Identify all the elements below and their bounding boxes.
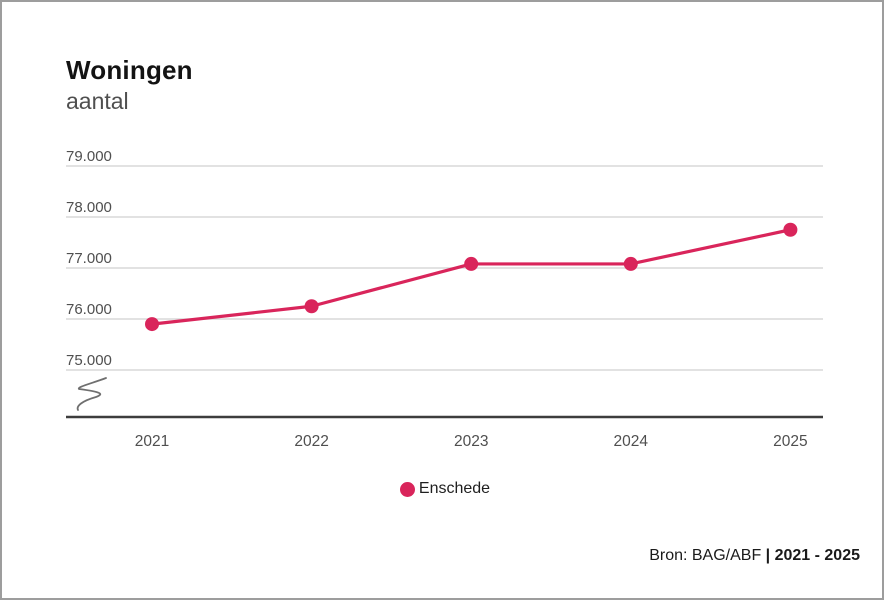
x-tick-label: 2025 bbox=[773, 433, 807, 450]
data-point[interactable] bbox=[145, 317, 159, 332]
legend-item-enschede[interactable]: Enschede bbox=[399, 480, 491, 498]
chart-header: Woningen aantal bbox=[66, 55, 193, 114]
source-period: | 2021 - 2025 bbox=[765, 547, 860, 564]
legend-label: Enschede bbox=[418, 480, 491, 497]
line-chart: 75.000 76.000 77.000 78.000 79.000 2021 2022 20… bbox=[66, 142, 824, 462]
y-tick-label: 77.000 bbox=[66, 250, 112, 267]
y-tick-label: 76.000 bbox=[66, 301, 112, 318]
legend-marker-icon bbox=[399, 481, 415, 497]
data-point[interactable] bbox=[623, 256, 638, 271]
chart-legend: Enschede bbox=[66, 480, 824, 498]
source-note: Bron: BAG/ABF | 2021 - 2025 bbox=[649, 547, 860, 565]
x-tick-label: 2022 bbox=[294, 433, 328, 450]
x-tick-label: 2021 bbox=[135, 433, 169, 450]
chart-title: Woningen bbox=[66, 55, 193, 85]
line-chart-canvas: 75.000 76.000 77.000 78.000 79.000 2021 2022 20… bbox=[66, 148, 823, 450]
y-tick-label: 79.000 bbox=[66, 148, 112, 165]
data-point[interactable] bbox=[783, 222, 798, 237]
y-tick-label: 75.000 bbox=[66, 352, 112, 369]
x-tick-label: 2023 bbox=[454, 433, 488, 450]
axis-break-icon bbox=[76, 377, 107, 411]
y-tick-label: 78.000 bbox=[66, 199, 112, 216]
data-point[interactable] bbox=[304, 299, 319, 314]
source-text: Bron: BAG/ABF bbox=[649, 547, 766, 564]
data-point[interactable] bbox=[464, 256, 479, 271]
x-tick-label: 2024 bbox=[614, 433, 649, 450]
series-line-enschede bbox=[150, 228, 793, 326]
chart-subtitle: aantal bbox=[66, 87, 129, 114]
